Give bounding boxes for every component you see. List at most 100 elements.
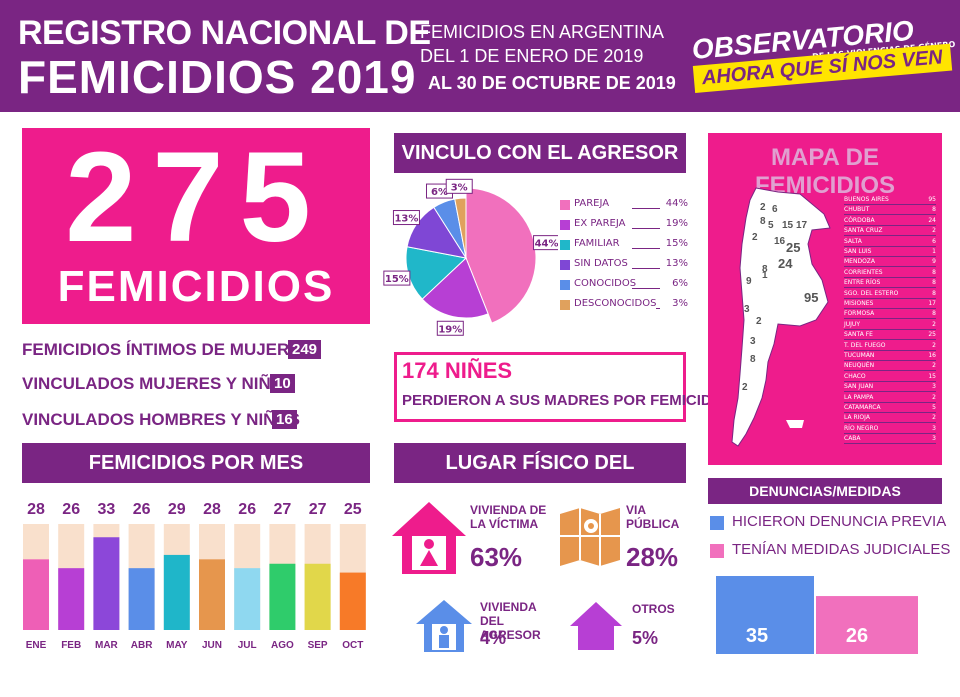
- pie-legend-item: DESCONOCIDOS 3%: [560, 298, 690, 312]
- province-name: SAN LUIS: [844, 248, 872, 255]
- pie-label-ex-pareja: 19%: [438, 324, 462, 335]
- bar-mar: [93, 537, 120, 630]
- stat-value-vinc-hombres: 16: [272, 410, 297, 429]
- province-name: CHUBUT: [844, 206, 870, 214]
- pie-legend-swatch: [560, 300, 570, 310]
- province-name: FORMOSA: [844, 310, 875, 318]
- province-value: 2: [932, 227, 936, 235]
- place-pct-agresor: 4%: [480, 628, 507, 648]
- pie-legend-pct: 44%: [665, 198, 688, 209]
- pie-legend-item: CONOCIDOS 6%: [560, 278, 690, 292]
- pie-legend-line: [632, 208, 660, 209]
- province-row: LA RIOJA 2: [844, 413, 936, 424]
- title-line2: FEMICIDIOS 2019: [18, 51, 417, 103]
- map-labels: 2 6 8 5 15 17 2 16 25 24 8 9 1 95 3 2 3 8 2: [716, 184, 836, 454]
- province-row: T. DEL FUEGO 2: [844, 341, 936, 351]
- pie-label-conocidos: 6%: [431, 187, 448, 198]
- place-pct-victima: 63%: [470, 542, 523, 572]
- judicial-title: DENUNCIAS/MEDIDAS JUDICIALES: [708, 478, 942, 525]
- map-number-label: 3: [744, 304, 750, 315]
- pie-label-box-1: [436, 320, 464, 336]
- bar-label-mar: MAR: [95, 640, 119, 651]
- pie-legend-label: FAMILIAR: [574, 238, 620, 249]
- bar-label-sep: SEP: [308, 640, 328, 651]
- province-row: RÍO NEGRO 3: [844, 424, 936, 434]
- pie-legend-line: [632, 288, 660, 289]
- stat-label-vinc-hombres: VINCULADOS HOMBRES Y NIÑOS: [22, 410, 301, 429]
- map-number-label: 6: [772, 204, 778, 215]
- pie-chart-title: VINCULO CON EL AGRESOR: [394, 133, 686, 173]
- pie-legend-pct: 15%: [665, 238, 688, 249]
- pie-legend-swatch: [560, 200, 570, 210]
- monthly-chart-title: FEMICIDIOS POR MES: [22, 443, 370, 483]
- province-value: 8: [932, 268, 936, 276]
- province-name: CORRIENTES: [844, 268, 883, 276]
- province-value: 8: [932, 279, 936, 287]
- map-number-label: 16: [774, 236, 786, 247]
- province-name: CHACO: [844, 372, 866, 380]
- pie-legend-item: EX PAREJA 19%: [560, 218, 690, 232]
- judicial-bar-value-1: 26: [846, 625, 868, 647]
- bar-label-oct: OCT: [342, 640, 363, 651]
- map-number-label: 95: [804, 290, 819, 305]
- province-value: 8: [932, 206, 936, 214]
- map-number-label: 2: [752, 232, 758, 243]
- pie-label-sin-datos: 13%: [394, 214, 418, 225]
- province-row: TUCUMÁN 16: [844, 351, 936, 361]
- province-row: SGO. DEL ESTERO 8: [844, 289, 936, 299]
- map-number-label: 9: [746, 276, 752, 287]
- bar-value-feb: 26: [62, 501, 80, 518]
- stat-label-vinc-mujeres: VINCULADOS MUJERES Y NIÑAS: [22, 374, 295, 393]
- map-number-label: 25: [786, 240, 801, 255]
- province-row: MENDOZA 9: [844, 257, 936, 268]
- province-name: MISIONES: [844, 300, 874, 307]
- pie-legend-line: [632, 228, 660, 229]
- bar-oct: [339, 572, 366, 630]
- relationship-pie-chart: 44% 19% 15% 13% 6% 3%: [383, 178, 558, 336]
- province-row: BUENOS AIRES 95: [844, 195, 936, 205]
- province-value: 2: [932, 393, 936, 401]
- pie-legend-line: [656, 308, 660, 309]
- pie-legend-label: PAREJA: [574, 198, 610, 209]
- pie-legend-pct: 19%: [665, 218, 688, 229]
- map-number-label: 8: [760, 216, 766, 227]
- province-name: SGO. DEL ESTERO: [844, 289, 899, 297]
- province-value: 25: [928, 331, 936, 339]
- bar-jul: [234, 568, 261, 630]
- pie-label-desconocidos: 3%: [451, 182, 468, 193]
- province-name: LA RIOJA: [844, 414, 870, 422]
- province-row: LA PAMPA 2: [844, 393, 936, 403]
- bar-sep: [304, 563, 331, 630]
- pie-slice-ex-pareja: [421, 257, 489, 319]
- argentina-map: [731, 187, 831, 447]
- pie-label-box-3: [392, 210, 420, 226]
- place-pct-otros: 5%: [632, 628, 659, 648]
- province-row: ENTRE RÍOS 8: [844, 278, 936, 289]
- province-name: SANTA CRUZ: [844, 227, 883, 235]
- subtitle-line3: AL 30 DE OCTUBRE DE 2019: [428, 73, 676, 93]
- province-name: CÓRDOBA: [844, 216, 875, 224]
- judicial-bar-0: [716, 576, 814, 654]
- legend-label-denuncia: HICIERON DENUNCIA PREVIA: [732, 513, 947, 530]
- map-number-label: 1: [762, 270, 768, 281]
- pie-legend: PAREJA 44% EX PAREJA 19% FAMILIAR 15% SIN DATO…: [560, 198, 690, 318]
- province-name: ENTRE RÍOS: [844, 279, 881, 287]
- pie-legend-swatch: [560, 220, 570, 230]
- pie-legend-item: SIN DATOS 13%: [560, 258, 690, 272]
- province-name: CATAMARCA: [844, 404, 881, 411]
- pie-legend-swatch: [560, 280, 570, 290]
- map-number-label: 24: [778, 256, 793, 271]
- legend-label-medidas: TENÍAN MEDIDAS JUDICIALES: [732, 541, 951, 558]
- stat-value-intimos: 249: [288, 340, 322, 359]
- bar-value-may: 29: [168, 501, 186, 518]
- children-text: PERDIERON A SUS MADRES POR FEMICIDIO: [402, 392, 728, 409]
- map-icon: [560, 508, 620, 566]
- house-woman-icon: [392, 502, 466, 574]
- place-pct-via-publica: 28%: [626, 542, 679, 572]
- pie-label-box-0: [533, 235, 558, 251]
- province-value: 3: [932, 424, 936, 432]
- bar-ene: [23, 559, 49, 630]
- bar-value-jun: 28: [203, 501, 221, 518]
- legend-swatch-denuncia: [710, 516, 724, 530]
- place-label-via-publica: VIA PÚBLICA: [626, 503, 680, 531]
